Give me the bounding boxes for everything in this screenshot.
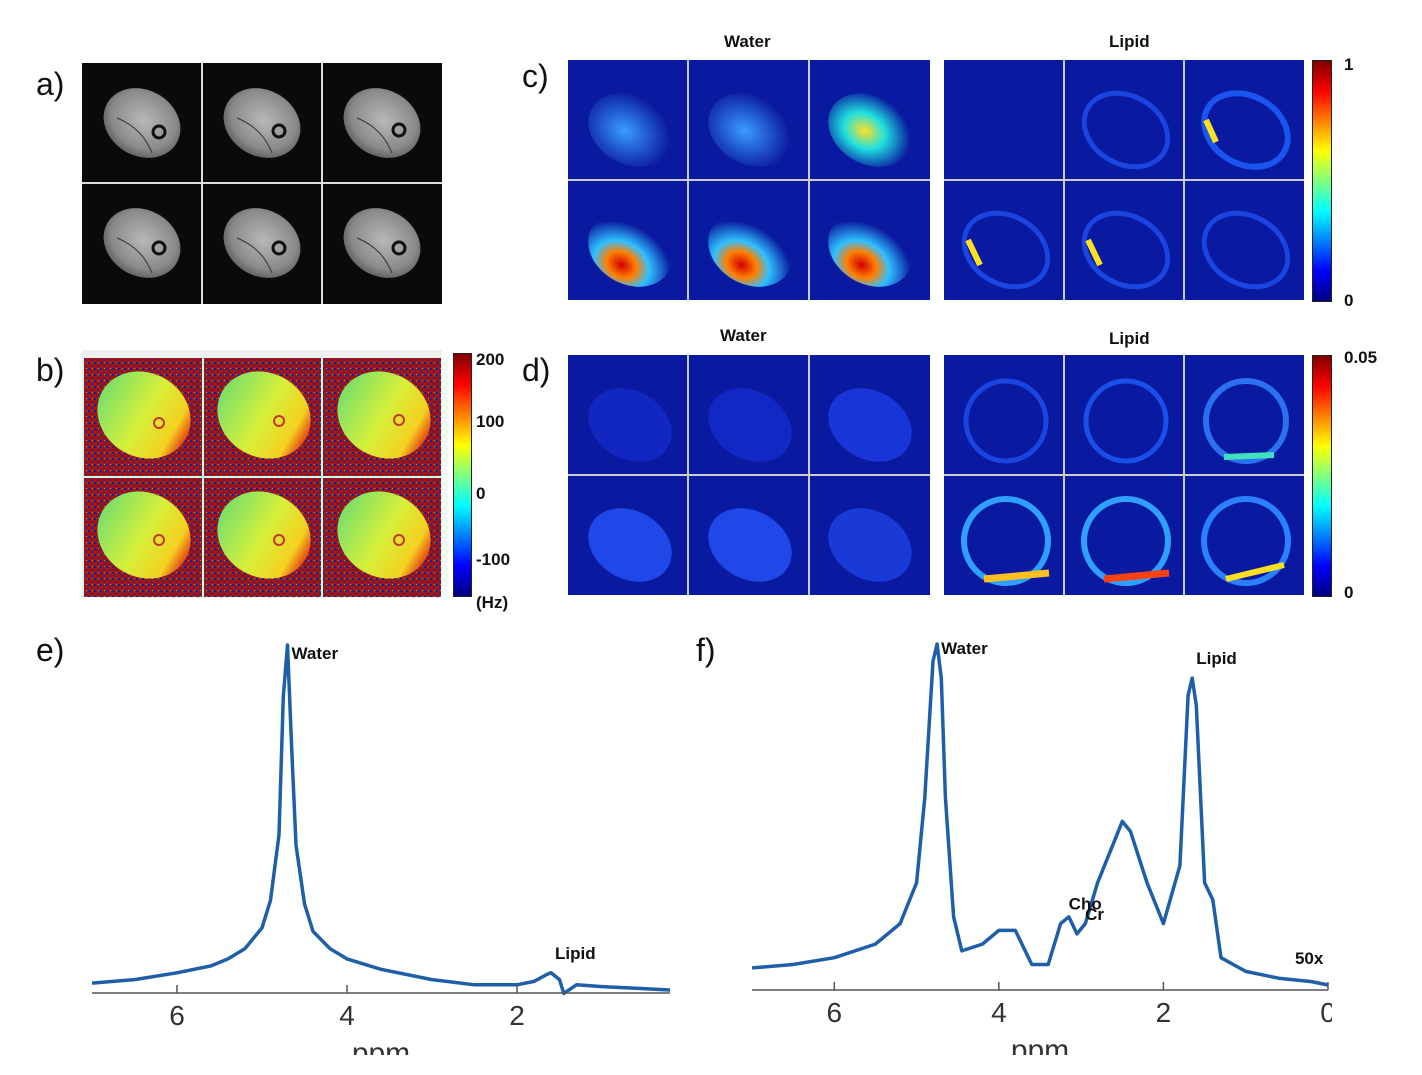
colorbar-b-tick-100: 100 [476, 412, 505, 431]
spectrum-f-tick-label: 2 [1156, 997, 1172, 1028]
panel-c-lipid-maps [944, 60, 1304, 300]
colorbar-b [453, 353, 472, 597]
colorbar-c-max: 1 [1344, 55, 1354, 74]
spectrum-f-annotation: Water [941, 639, 988, 658]
spectrum-f-line [752, 642, 1329, 987]
panel-label-f: f) [696, 632, 716, 668]
panel-d-lipid-maps [944, 355, 1304, 595]
spectrum-f-tick-label: 4 [991, 997, 1007, 1028]
spectrum-f-annotation: Cho [1069, 895, 1102, 914]
colorbar-b-tick-200: 200 [476, 350, 505, 369]
spectrum-e-annotation: Lipid [555, 944, 596, 963]
panel-label-a: a) [36, 66, 65, 102]
field-map-grid [82, 350, 442, 598]
spectrum-e-chart: 6 4 2 ppm Water Lipid [92, 643, 671, 1055]
spectrum-e-tick-label: 4 [339, 1000, 355, 1031]
spectrum-f-annotation: Lipid [1196, 649, 1237, 668]
spectrum-e-tick-label: 6 [169, 1000, 185, 1031]
colorbar-d-min: 0 [1344, 583, 1354, 602]
spectrum-f-xlabel: ppm [1011, 1034, 1069, 1055]
panel-label-c: c) [522, 58, 549, 94]
colorbar-c-min: 0 [1344, 291, 1354, 310]
panel-label-e: e) [36, 632, 65, 668]
spectrum-f-tick-label: 6 [826, 997, 842, 1028]
panel-d-water-title: Water [720, 326, 767, 345]
panel-c-water-title: Water [724, 32, 771, 51]
spectrum-e-xlabel: ppm [352, 1037, 410, 1055]
spectrum-f-annotation: Cr [1085, 905, 1104, 924]
panel-label-d: d) [522, 352, 551, 388]
colorbar-b-tick-neg100: -100 [476, 550, 511, 569]
spectrum-e-line [92, 643, 671, 996]
spectrum-f-tick-label: 0 [1320, 997, 1332, 1028]
anatomical-slices [103, 88, 421, 278]
colorbar-b-unit: (Hz) [476, 593, 509, 612]
panel-c-water-maps [568, 60, 930, 300]
colorbar-b-tick-0: 0 [476, 484, 486, 503]
panel-c-lipid-title: Lipid [1109, 32, 1150, 51]
panel-d-water-maps [568, 355, 930, 595]
colorbar-c [1312, 60, 1332, 302]
spectrum-f-annotation: 50x [1295, 949, 1324, 968]
colorbar-d-max: 0.05 [1344, 348, 1378, 367]
spectrum-e-tick-label: 2 [509, 1000, 525, 1031]
spectrum-e-annotation: Water [292, 644, 339, 663]
colorbar-d [1312, 355, 1332, 597]
panel-label-b: b) [36, 352, 65, 388]
anatomical-image-grid [82, 63, 442, 304]
panel-d-lipid-title: Lipid [1109, 329, 1150, 348]
